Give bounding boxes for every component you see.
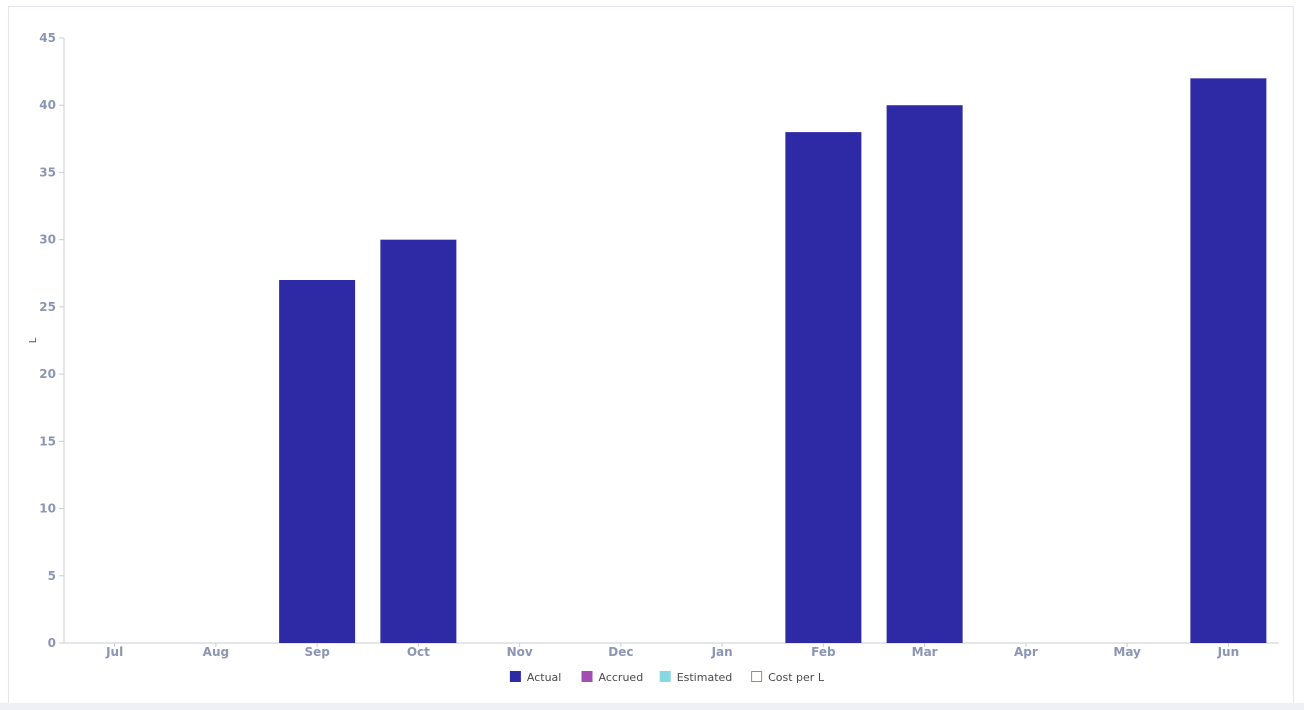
page-bottom-strip (0, 703, 1304, 710)
y-tick-label: 40 (39, 98, 56, 112)
legend-label: Cost per L (768, 671, 825, 684)
bar-sep[interactable] (279, 280, 356, 643)
legend-label: Estimated (677, 671, 733, 684)
y-tick-label: 25 (39, 300, 56, 314)
legend-swatch (509, 671, 521, 682)
y-tick-label: 45 (39, 31, 56, 45)
x-tick-label: Aug (203, 645, 229, 659)
chart-panel (8, 6, 1294, 703)
x-tick-label: May (1113, 645, 1141, 659)
chart-legend: Actual Accrued Estimated Cost per L (509, 671, 825, 684)
legend-item-estimated[interactable]: Estimated (659, 671, 733, 684)
y-tick-label: 20 (39, 367, 56, 381)
bar-feb[interactable] (785, 132, 862, 643)
y-tick-label: 35 (39, 165, 56, 179)
x-tick-label: Jan (711, 645, 733, 659)
legend-swatch (581, 671, 593, 682)
legend-item-accrued[interactable]: Accrued (581, 671, 644, 684)
x-tick-label: Feb (811, 645, 836, 659)
x-tick-label: Jul (105, 645, 123, 659)
y-axis-label: L (28, 337, 39, 343)
x-tick-label: Apr (1014, 645, 1038, 659)
y-tick-label: 30 (39, 233, 56, 247)
bar-jun[interactable] (1190, 78, 1267, 644)
bar-oct[interactable] (380, 239, 457, 643)
x-tick-label: Sep (304, 645, 330, 659)
legend-label: Actual (527, 671, 561, 684)
x-tick-label: Jun (1217, 645, 1240, 659)
bars-group (279, 78, 1267, 644)
x-axis: Jul Aug Sep Oct Nov Dec Jan Feb Mar Apr May Jun (64, 642, 1279, 659)
legend-label: Accrued (599, 671, 644, 684)
x-tick-label: Mar (912, 645, 938, 659)
y-tick-label: 10 (39, 502, 56, 516)
y-tick-label: 0 (48, 636, 56, 650)
legend-swatch (751, 671, 763, 682)
y-axis: 0 5 10 15 20 25 30 35 40 45 (39, 31, 65, 650)
y-tick-label: 15 (39, 434, 56, 448)
legend-item-actual[interactable]: Actual (509, 671, 561, 684)
bar-mar[interactable] (886, 105, 963, 643)
legend-swatch (659, 671, 671, 682)
x-tick-label: Oct (407, 645, 430, 659)
y-tick-label: 5 (48, 569, 56, 583)
x-tick-label: Dec (608, 645, 633, 659)
x-tick-label: Nov (507, 645, 533, 659)
legend-item-cost-per-l[interactable]: Cost per L (751, 671, 825, 684)
